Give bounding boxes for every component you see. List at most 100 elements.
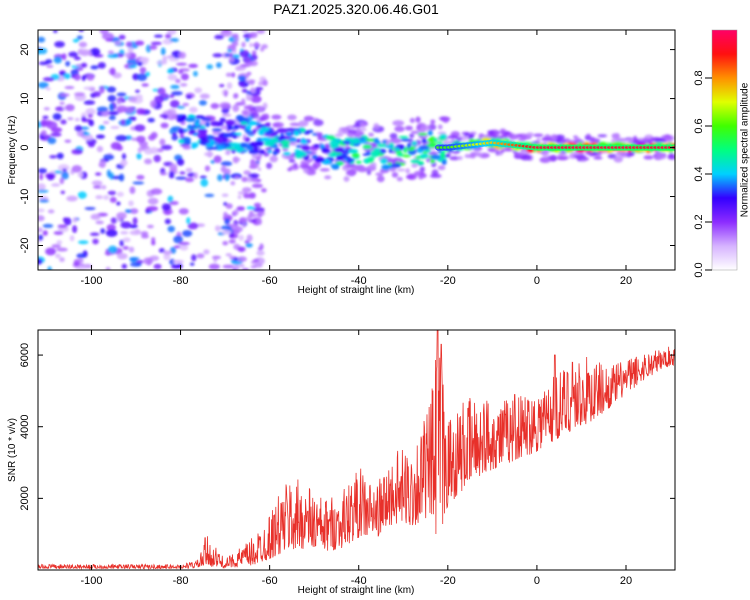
spectrogram-cell [90, 65, 99, 70]
spectrogram-cell [178, 138, 185, 144]
colorbar: 0.0 0.2 0.4 0.6 0.8 Normalized spectral ampl… [693, 29, 750, 278]
spectrogram-cell [127, 46, 134, 53]
spectrogram-cell [136, 174, 145, 180]
spectrogram-cell [330, 152, 337, 158]
spectrogram-cell [92, 91, 101, 98]
spectrogram-cell [221, 107, 230, 115]
spectrogram-cell [241, 41, 246, 48]
spectrogram-cell [181, 114, 187, 121]
spectrogram-cell [120, 159, 128, 167]
spectrogram-cell [222, 241, 229, 246]
spectrogram-cell [520, 154, 532, 161]
spectrogram-cell [241, 88, 248, 93]
spectrogram-cell [305, 151, 312, 154]
colorbar-ticks: 0.0 0.2 0.4 0.6 0.8 [693, 70, 712, 278]
spectrogram-cell [56, 240, 63, 245]
spectrogram-cell [210, 121, 220, 127]
spectrogram-cell [203, 249, 210, 255]
spectrogram-cell [168, 58, 180, 62]
spectrogram-cell [198, 99, 207, 106]
spectrogram-cell [38, 258, 43, 265]
spectrogram-cell [105, 229, 118, 237]
spectrogram-cell [219, 102, 231, 109]
spectrogram-cell [103, 120, 110, 125]
spectrogram-cell [517, 137, 527, 142]
spectrogram-cell [116, 191, 124, 197]
spectrogram-cell [350, 167, 358, 173]
spectrogram-cell [76, 35, 83, 40]
spectrogram-cell [250, 87, 256, 94]
spectrogram-cell [533, 133, 544, 138]
spectrogram-cell [97, 62, 106, 69]
spectrogram-cell [144, 148, 154, 155]
spectrogram-cell [227, 49, 233, 53]
spectrogram-cell [410, 159, 421, 164]
spectrogram-cell [178, 69, 184, 75]
spectrogram-cell [247, 212, 257, 218]
spectrogram-cell [54, 41, 65, 48]
spectrogram-cell [442, 116, 450, 123]
spectrogram-cell [345, 171, 355, 176]
spectrogram-cell [103, 153, 115, 161]
spectrogram-cell [107, 245, 118, 254]
spectrogram-cell [116, 253, 128, 260]
spectrogram-cell [146, 206, 159, 212]
spectrogram-cell [158, 248, 165, 253]
spectrogram-cell [122, 237, 131, 243]
spectrogram-cell [116, 212, 127, 220]
spectrogram-cell [222, 30, 230, 33]
spectrogram-cell [185, 167, 193, 173]
spectrogram-cell [78, 41, 88, 48]
spectrogram-cell [72, 217, 78, 223]
spectrogram-cell [243, 105, 253, 110]
spectrogram-cell [62, 168, 67, 172]
spectrogram-cell [89, 232, 100, 237]
spectrogram-cell [252, 259, 260, 263]
spectrogram-x-tick-label: 20 [620, 275, 632, 287]
spectrogram-cell [245, 38, 250, 42]
spectrogram-cell [382, 139, 387, 144]
spectrogram-cell [402, 154, 412, 158]
spectrogram-cell [255, 105, 264, 112]
spectrogram-cell [320, 144, 325, 149]
spectrogram-cell [300, 139, 308, 145]
spectrogram-cell [74, 258, 84, 263]
spectrogram-cell [160, 172, 168, 176]
spectrogram-cell [173, 245, 181, 249]
spectrogram-cell [206, 64, 214, 70]
spectrogram-cell [346, 159, 352, 164]
spectrogram-cell [260, 127, 270, 132]
spectrogram-cell [179, 128, 184, 135]
spectrogram-cell [503, 131, 510, 135]
spectrogram-cell [194, 87, 203, 94]
spectrogram-cell [303, 115, 314, 122]
spectrogram-cell [167, 74, 178, 81]
spectrogram-heatmap [38, 30, 675, 270]
spectrogram-cell [64, 86, 75, 90]
spectrogram-cell [46, 64, 54, 68]
spectrogram-cell [106, 224, 116, 231]
spectrogram-cell [246, 206, 256, 210]
spectrogram-cell [140, 231, 149, 236]
spectrogram-cell [365, 151, 371, 156]
spectrogram-cell [199, 141, 208, 145]
spectrogram-cell [403, 147, 408, 154]
spectrogram-cell [121, 153, 127, 160]
spectrogram-cell [232, 93, 238, 99]
spectrogram-cell [109, 103, 114, 112]
spectrogram-cell [118, 34, 126, 40]
spectrogram-cell [119, 239, 124, 247]
spectrogram-cell [151, 240, 156, 246]
spectrogram-cell [199, 175, 207, 179]
spectrogram-cell [244, 240, 250, 244]
spectrogram-cell [643, 155, 654, 160]
spectrogram-cell [358, 139, 368, 144]
spectrogram-cell [245, 125, 252, 130]
spectrogram-cell [38, 36, 46, 43]
spectrogram-x-tick-label: 0 [534, 275, 540, 287]
spectrogram-cell [101, 32, 114, 40]
snr-y-tick-label: 2000 [19, 486, 31, 510]
spectrogram-cell [248, 79, 255, 86]
spectrogram-cell [157, 87, 166, 95]
spectrogram-cell [108, 115, 116, 121]
